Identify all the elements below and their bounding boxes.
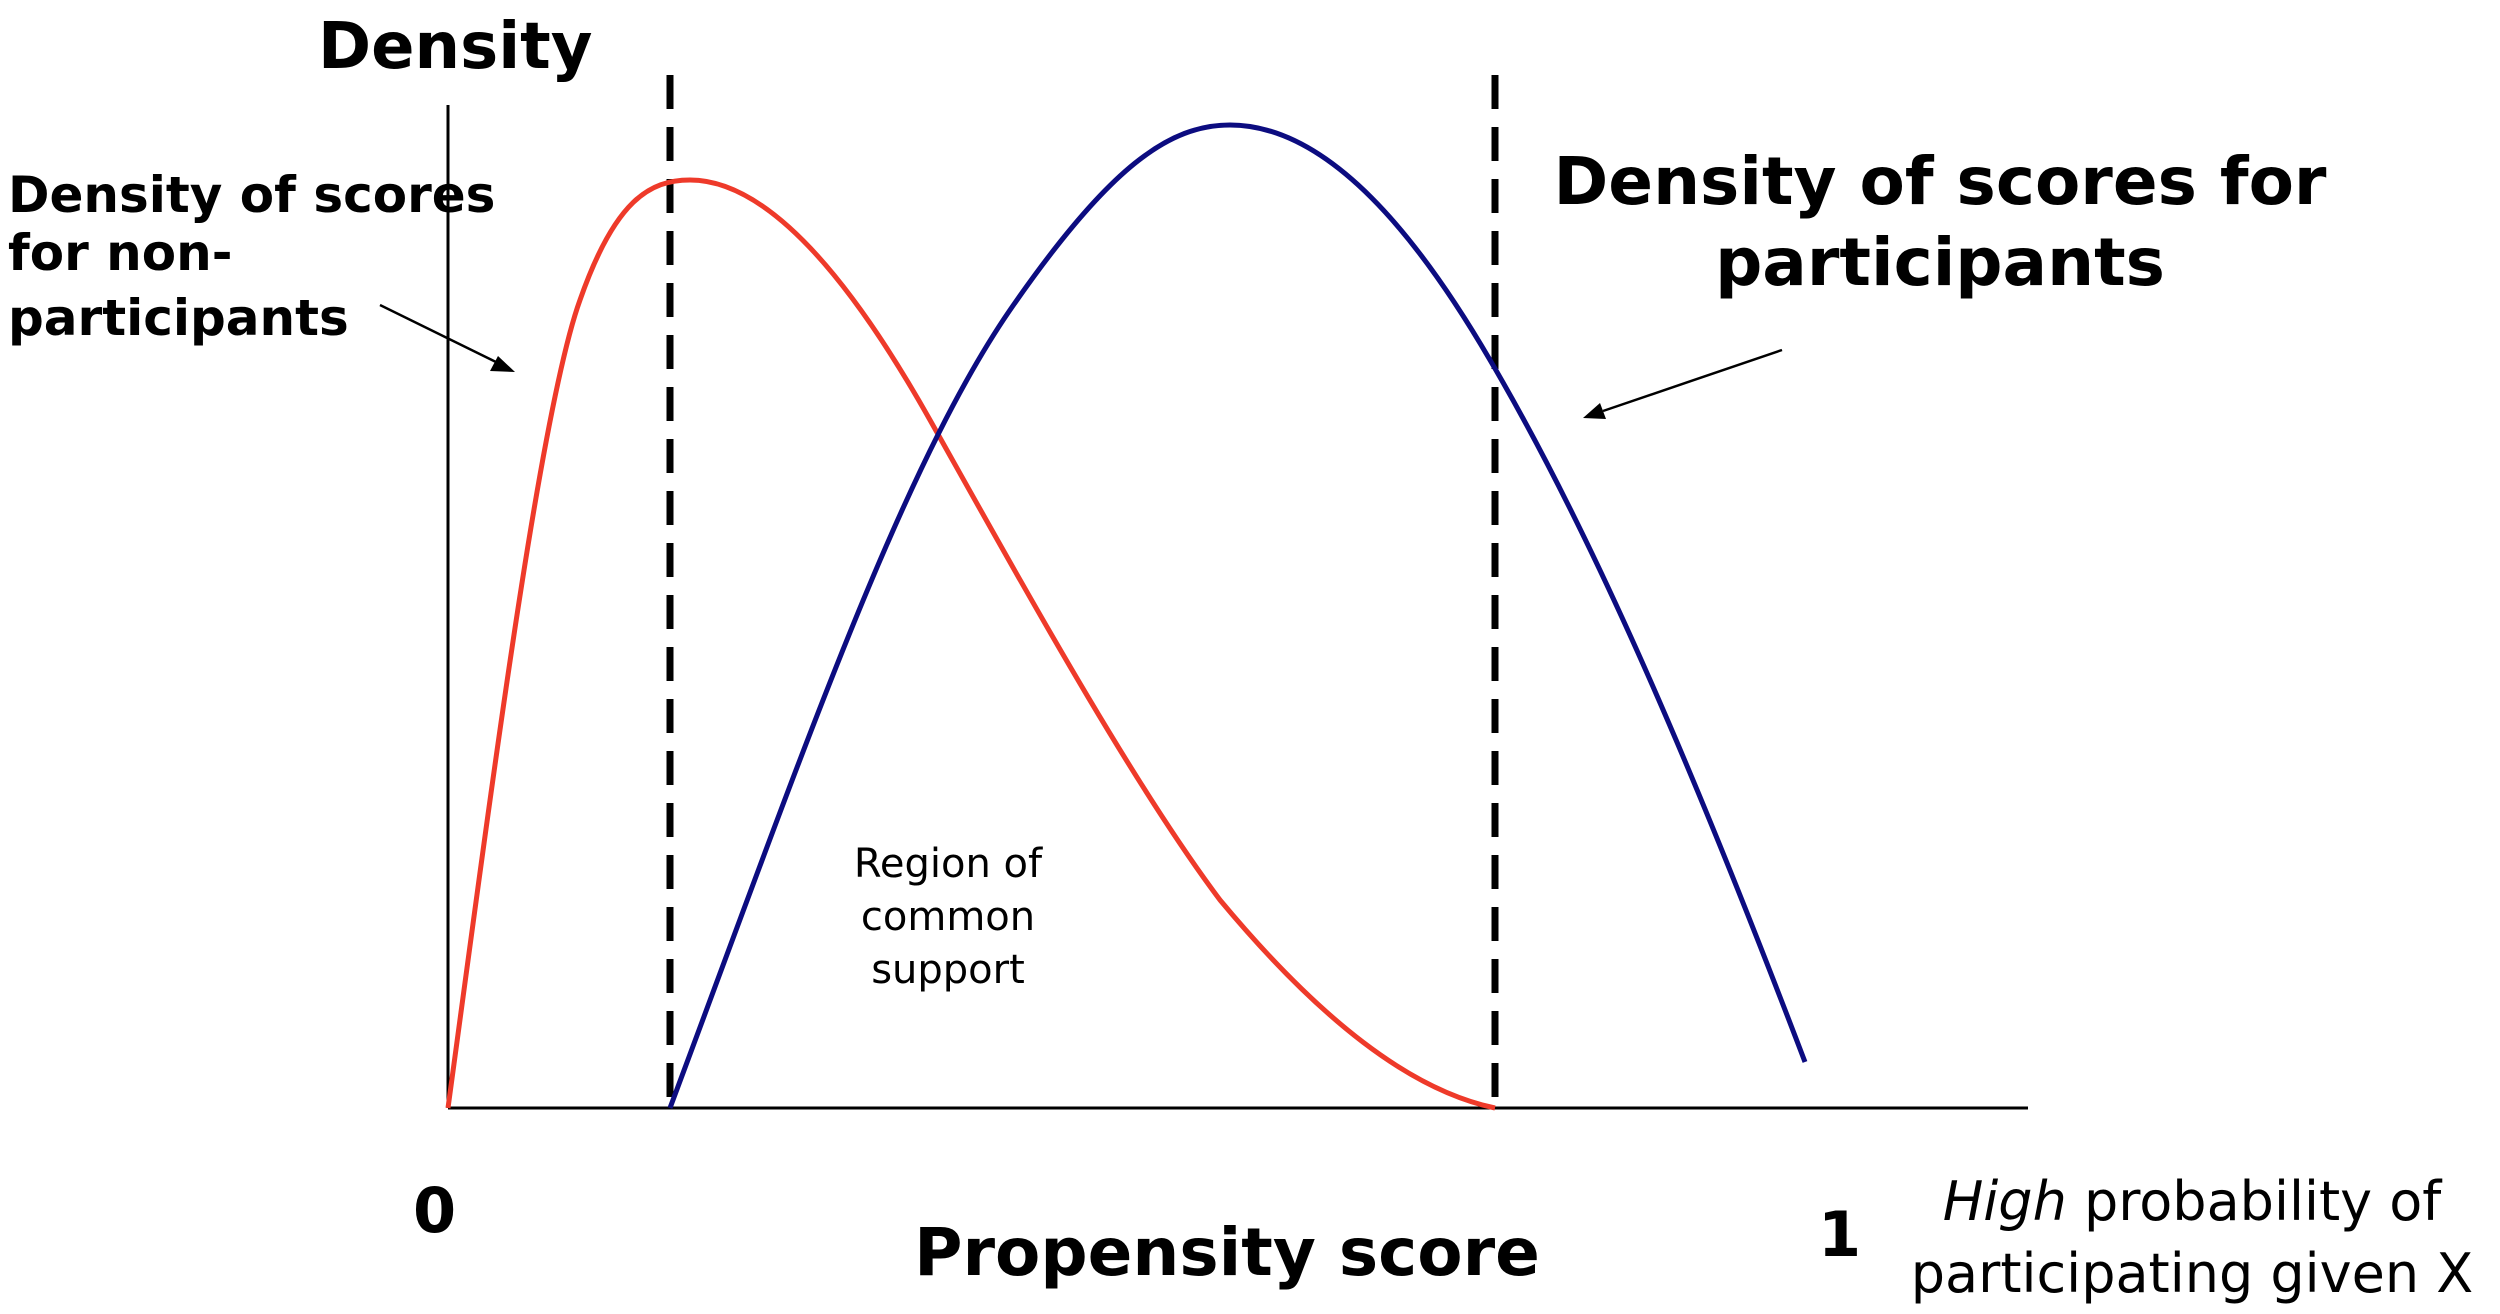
region-label-line2: common: [861, 894, 1035, 940]
participants-density-curve: [667, 122, 1808, 1109]
participants-label-line1: Density of scores for: [1554, 143, 2327, 220]
y-axis-title: Density: [318, 10, 592, 84]
region-label-line1: Region of: [854, 841, 1043, 887]
x-axis-title: Propensity score: [914, 1214, 1540, 1291]
high-probability-rest: probability of: [2067, 1170, 2443, 1233]
non-participants-label-line2: for non-: [8, 224, 232, 282]
non-participants-label-line3: participants: [8, 289, 349, 347]
participants-label-line2: participants: [1715, 224, 2165, 301]
non-participants-label-line1: Density of scores: [8, 166, 495, 224]
participants-arrowhead: [1583, 403, 1606, 419]
participants-arrow: [1602, 348, 1783, 413]
high-probability-note-line1: High probability of: [1943, 1170, 2444, 1233]
non-participants-arrowhead: [490, 356, 515, 372]
high-probability-italic: High: [1943, 1170, 2067, 1233]
non-participants-density-curve: [445, 177, 1496, 1111]
region-label-line3: support: [871, 947, 1025, 993]
non-participants-arrow: [379, 303, 499, 365]
high-probability-note-line2: participating given X: [1911, 1242, 2474, 1305]
x-axis-zero-label: 0: [413, 1174, 456, 1247]
x-axis-one-label: 1: [1818, 1198, 1861, 1271]
